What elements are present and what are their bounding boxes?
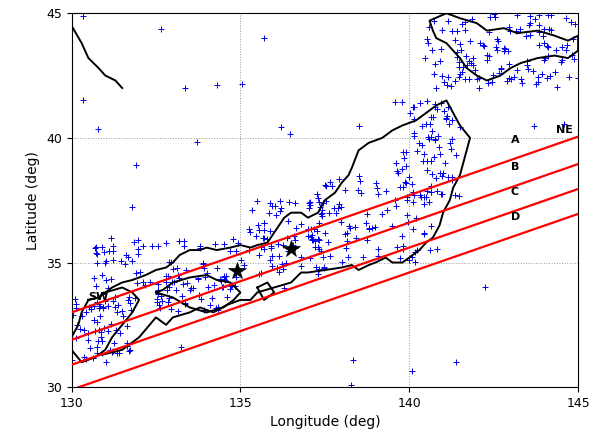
Y-axis label: Latitude (deg): Latitude (deg) bbox=[26, 151, 41, 249]
Text: D: D bbox=[511, 212, 520, 222]
X-axis label: Longitude (deg): Longitude (deg) bbox=[269, 415, 380, 429]
Text: B: B bbox=[511, 162, 519, 172]
Text: SW: SW bbox=[88, 293, 108, 302]
Text: A: A bbox=[511, 135, 519, 145]
Text: C: C bbox=[511, 187, 519, 197]
Text: NE: NE bbox=[556, 125, 573, 136]
